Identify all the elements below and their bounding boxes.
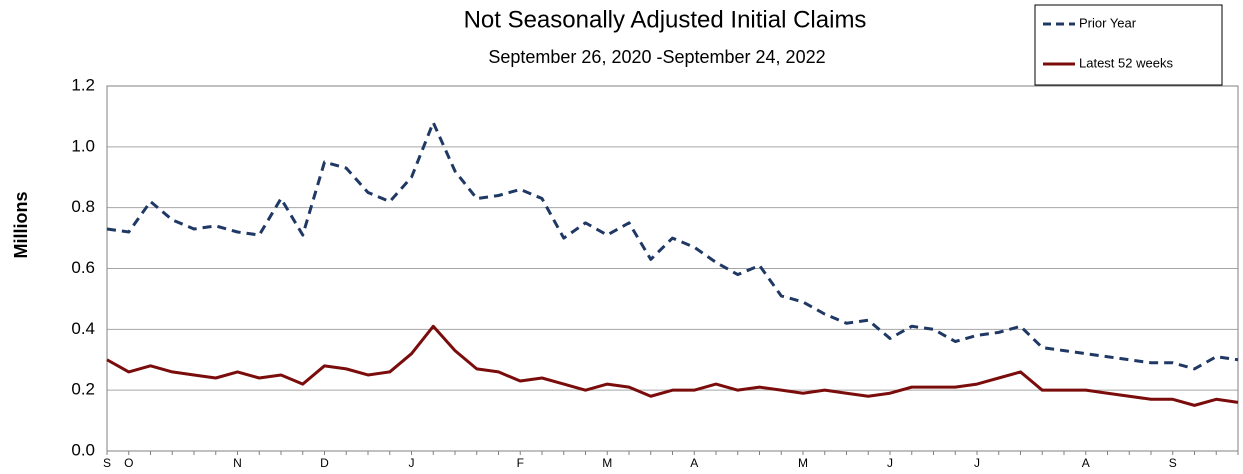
- x-tick-label: J: [409, 456, 415, 470]
- x-tick-label: F: [517, 456, 524, 470]
- x-tick-label: A: [690, 456, 698, 470]
- y-tick-label: 0.2: [71, 380, 95, 399]
- y-tick-label: 1.0: [71, 136, 95, 155]
- y-tick-label: 0.6: [71, 258, 95, 277]
- y-tick-label: 0.8: [71, 197, 95, 216]
- series-line: [106, 121, 1239, 371]
- legend-label: Latest 52 weeks: [1079, 55, 1173, 70]
- x-tick-label: J: [974, 456, 980, 470]
- x-tick-label: A: [1082, 456, 1090, 470]
- x-tick-label: S: [1169, 456, 1177, 470]
- series-line: [106, 324, 1239, 407]
- y-axis-label: Millions: [11, 192, 31, 259]
- x-tick-label: S: [103, 456, 111, 470]
- chart-title: Not Seasonally Adjusted Initial Claims: [464, 6, 867, 33]
- x-tick-label: M: [602, 456, 612, 470]
- y-tick-label: 1.2: [71, 75, 95, 94]
- y-tick-label: 0.4: [71, 319, 95, 338]
- x-tick-label: N: [233, 456, 242, 470]
- legend-label: Prior Year: [1079, 15, 1137, 30]
- x-tick-label: D: [320, 456, 329, 470]
- legend-box: [1034, 4, 1223, 86]
- x-tick-label: M: [798, 456, 808, 470]
- chart-subtitle: September 26, 2020 -September 24, 2022: [488, 47, 825, 67]
- y-tick-label: 0.0: [71, 440, 95, 459]
- x-tick-label: O: [124, 456, 133, 470]
- x-tick-label: J: [887, 456, 893, 470]
